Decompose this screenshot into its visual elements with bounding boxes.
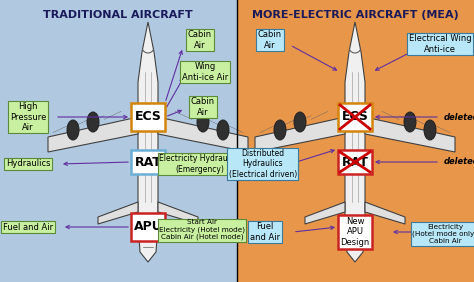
Ellipse shape bbox=[87, 112, 99, 132]
Bar bbox=[0, 0, 237, 282]
Bar bbox=[338, 215, 372, 249]
Polygon shape bbox=[48, 107, 138, 152]
Text: ECS: ECS bbox=[342, 111, 368, 124]
Ellipse shape bbox=[424, 120, 436, 140]
Text: Electricity Hydraulics
(Emergency): Electricity Hydraulics (Emergency) bbox=[159, 154, 241, 174]
Polygon shape bbox=[365, 107, 455, 152]
Ellipse shape bbox=[197, 112, 209, 132]
Text: Hydraulics: Hydraulics bbox=[6, 160, 50, 169]
Ellipse shape bbox=[67, 120, 79, 140]
Text: Electrical Wing
Anti-ice: Electrical Wing Anti-ice bbox=[409, 34, 471, 54]
Text: High
Pressure
Air: High Pressure Air bbox=[10, 102, 46, 132]
Text: deleted: deleted bbox=[444, 158, 474, 166]
Text: RAT: RAT bbox=[135, 155, 162, 169]
Text: Cabin
Air: Cabin Air bbox=[188, 30, 212, 50]
Polygon shape bbox=[158, 107, 248, 152]
Text: TRADITIONAL AIRCRAFT: TRADITIONAL AIRCRAFT bbox=[43, 10, 193, 20]
Text: APU: APU bbox=[134, 221, 163, 233]
Text: Start Air
Electricity (Hotel mode)
Cabin Air (Hotel mode): Start Air Electricity (Hotel mode) Cabin… bbox=[159, 219, 245, 241]
Text: Fuel and Air: Fuel and Air bbox=[3, 222, 53, 232]
Text: Electricity
(Hotel mode only)
Cabin Air: Electricity (Hotel mode only) Cabin Air bbox=[412, 224, 474, 244]
Text: Cabin
Air: Cabin Air bbox=[191, 97, 215, 117]
Text: MORE-ELECTRIC AIRCRAFT (MEA): MORE-ELECTRIC AIRCRAFT (MEA) bbox=[252, 10, 458, 20]
Text: RAT: RAT bbox=[342, 155, 368, 169]
Text: New
APU
Design: New APU Design bbox=[340, 217, 370, 247]
Polygon shape bbox=[345, 22, 365, 262]
Ellipse shape bbox=[404, 112, 416, 132]
Bar bbox=[338, 150, 372, 174]
Text: ECS: ECS bbox=[135, 111, 162, 124]
Text: Distributed
Hydraulics
(Electrical driven): Distributed Hydraulics (Electrical drive… bbox=[229, 149, 297, 179]
Ellipse shape bbox=[217, 120, 229, 140]
Polygon shape bbox=[365, 202, 405, 224]
Ellipse shape bbox=[274, 120, 286, 140]
Polygon shape bbox=[98, 202, 138, 224]
Bar bbox=[131, 150, 165, 174]
Bar bbox=[131, 213, 165, 241]
Ellipse shape bbox=[294, 112, 306, 132]
Text: Cabin
Air: Cabin Air bbox=[258, 30, 282, 50]
Polygon shape bbox=[255, 107, 345, 152]
Polygon shape bbox=[158, 202, 198, 224]
Bar bbox=[338, 103, 372, 131]
Polygon shape bbox=[305, 202, 345, 224]
Text: deleted: deleted bbox=[444, 113, 474, 122]
Bar bbox=[131, 103, 165, 131]
Bar bbox=[237, 0, 474, 282]
Text: Fuel
and Air: Fuel and Air bbox=[250, 222, 280, 242]
Text: Wing
Anti-ice Air: Wing Anti-ice Air bbox=[182, 62, 228, 82]
Polygon shape bbox=[138, 22, 158, 262]
